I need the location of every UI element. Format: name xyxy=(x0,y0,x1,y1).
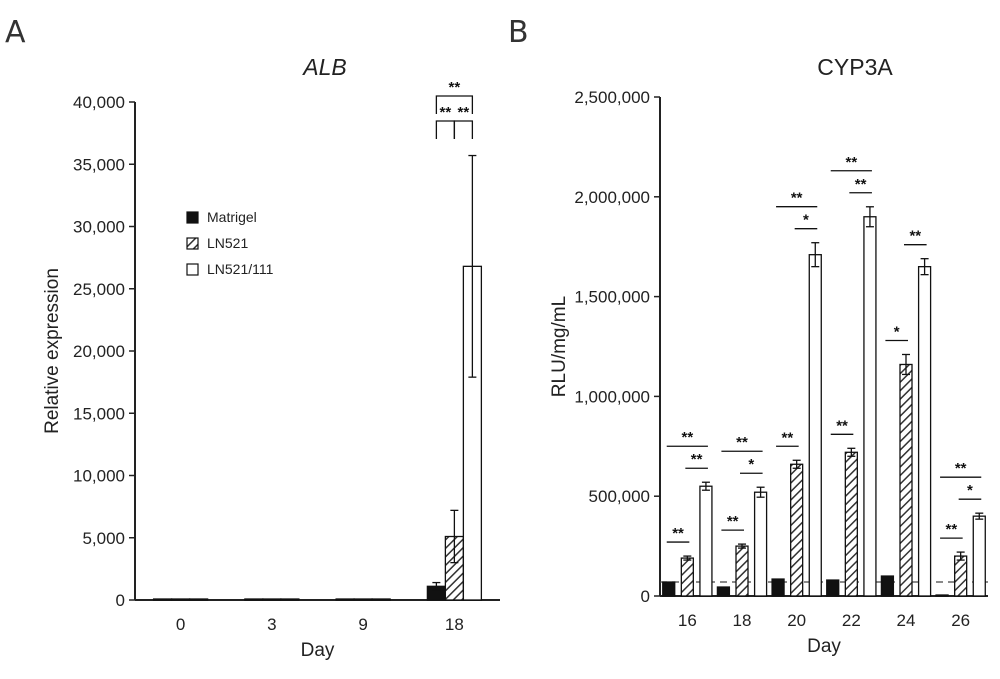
y-tick-label: 25,000 xyxy=(73,280,125,299)
significance-bracket xyxy=(435,95,474,114)
y-tick-label: 0 xyxy=(641,587,650,606)
significance-label: ** xyxy=(458,104,470,121)
y-tick-label: 5,000 xyxy=(82,529,125,548)
bar xyxy=(680,557,694,597)
significance-label: ** xyxy=(845,154,857,171)
significance-label: * xyxy=(748,456,754,473)
x-tick-label: 18 xyxy=(445,615,464,634)
y-tick-label: 10,000 xyxy=(73,467,125,486)
significance-label: ** xyxy=(691,451,703,468)
significance-label: * xyxy=(894,323,900,340)
legend-swatch xyxy=(186,263,199,276)
panel-b-letter: B xyxy=(508,15,529,50)
bar xyxy=(880,575,895,597)
bar xyxy=(771,578,785,597)
bar xyxy=(735,545,749,597)
x-tick-label: 26 xyxy=(951,611,970,630)
bar xyxy=(917,266,932,597)
y-tick-label: 1,500,000 xyxy=(574,288,650,307)
bar xyxy=(699,485,713,597)
significance-label: ** xyxy=(855,176,867,193)
x-tick-label: 22 xyxy=(842,611,861,630)
legend-swatch xyxy=(186,211,199,224)
x-tick-label: 0 xyxy=(176,615,185,634)
significance-label: ** xyxy=(681,429,693,446)
significance-label: ** xyxy=(836,417,848,434)
bar xyxy=(935,594,949,597)
significance-bracket xyxy=(453,120,474,139)
legend-swatch xyxy=(186,237,199,250)
bar xyxy=(662,581,676,597)
significance-bracket xyxy=(435,120,456,139)
legend-entry: LN521/111 xyxy=(207,261,274,277)
significance-label: * xyxy=(803,212,809,229)
significance-label: ** xyxy=(449,79,461,96)
y-axis-label: Relative expression xyxy=(42,268,63,434)
bar xyxy=(753,491,768,597)
x-axis-label: Day xyxy=(301,640,335,661)
significance-label: ** xyxy=(736,434,748,451)
x-tick-label: 3 xyxy=(267,615,276,634)
bar xyxy=(954,555,968,597)
significance-label: ** xyxy=(440,104,452,121)
bar xyxy=(844,451,858,597)
y-tick-label: 2,500,000 xyxy=(574,88,650,107)
y-tick-label: 15,000 xyxy=(73,404,125,423)
x-tick-label: 24 xyxy=(897,611,916,630)
chart-cyp3a: CYP3A 0 500,000 1,000,000 1,500,000 2,000,000… xyxy=(549,54,988,657)
chart-title: CYP3A xyxy=(817,54,893,80)
significance-label: ** xyxy=(782,429,794,446)
legend: Matrigel LN521 LN521/111 xyxy=(186,209,274,277)
significance-label: ** xyxy=(672,525,684,542)
bar xyxy=(863,216,877,597)
legend-entry: LN521 xyxy=(207,235,248,251)
significance-label: ** xyxy=(955,460,967,477)
significance-label: ** xyxy=(909,228,921,245)
bar xyxy=(972,515,986,597)
legend-entry: Matrigel xyxy=(207,209,257,225)
y-tick-label: 40,000 xyxy=(73,93,125,112)
x-tick-label: 16 xyxy=(678,611,697,630)
x-axis-label: Day xyxy=(807,636,841,657)
x-tick-label: 18 xyxy=(733,611,752,630)
y-tick-label: 2,000,000 xyxy=(574,188,650,207)
y-tick-label: 30,000 xyxy=(73,218,125,237)
bar xyxy=(826,579,840,597)
x-tick-label: 9 xyxy=(358,615,367,634)
y-tick-label: 0 xyxy=(116,591,125,610)
significance-label: ** xyxy=(946,521,958,538)
significance-label: ** xyxy=(791,190,803,207)
y-axis-label: RLU/mg/mL xyxy=(549,296,570,397)
y-tick-label: 35,000 xyxy=(73,155,125,174)
panel-a-letter: A xyxy=(5,15,26,50)
significance-label: ** xyxy=(727,513,739,530)
x-tick-label: 20 xyxy=(787,611,806,630)
y-tick-label: 1,000,000 xyxy=(574,387,650,406)
chart-title: ALB xyxy=(301,54,346,80)
y-tick-label: 500,000 xyxy=(589,487,650,506)
y-tick-label: 20,000 xyxy=(73,342,125,361)
bar xyxy=(899,363,913,597)
significance-label: * xyxy=(967,482,973,499)
bar xyxy=(716,586,731,597)
chart-alb: ALB 0 5,000 10,000 15,000 20,000 25,000 30,000 3… xyxy=(42,54,500,661)
bar xyxy=(790,463,804,597)
bar xyxy=(808,254,822,597)
